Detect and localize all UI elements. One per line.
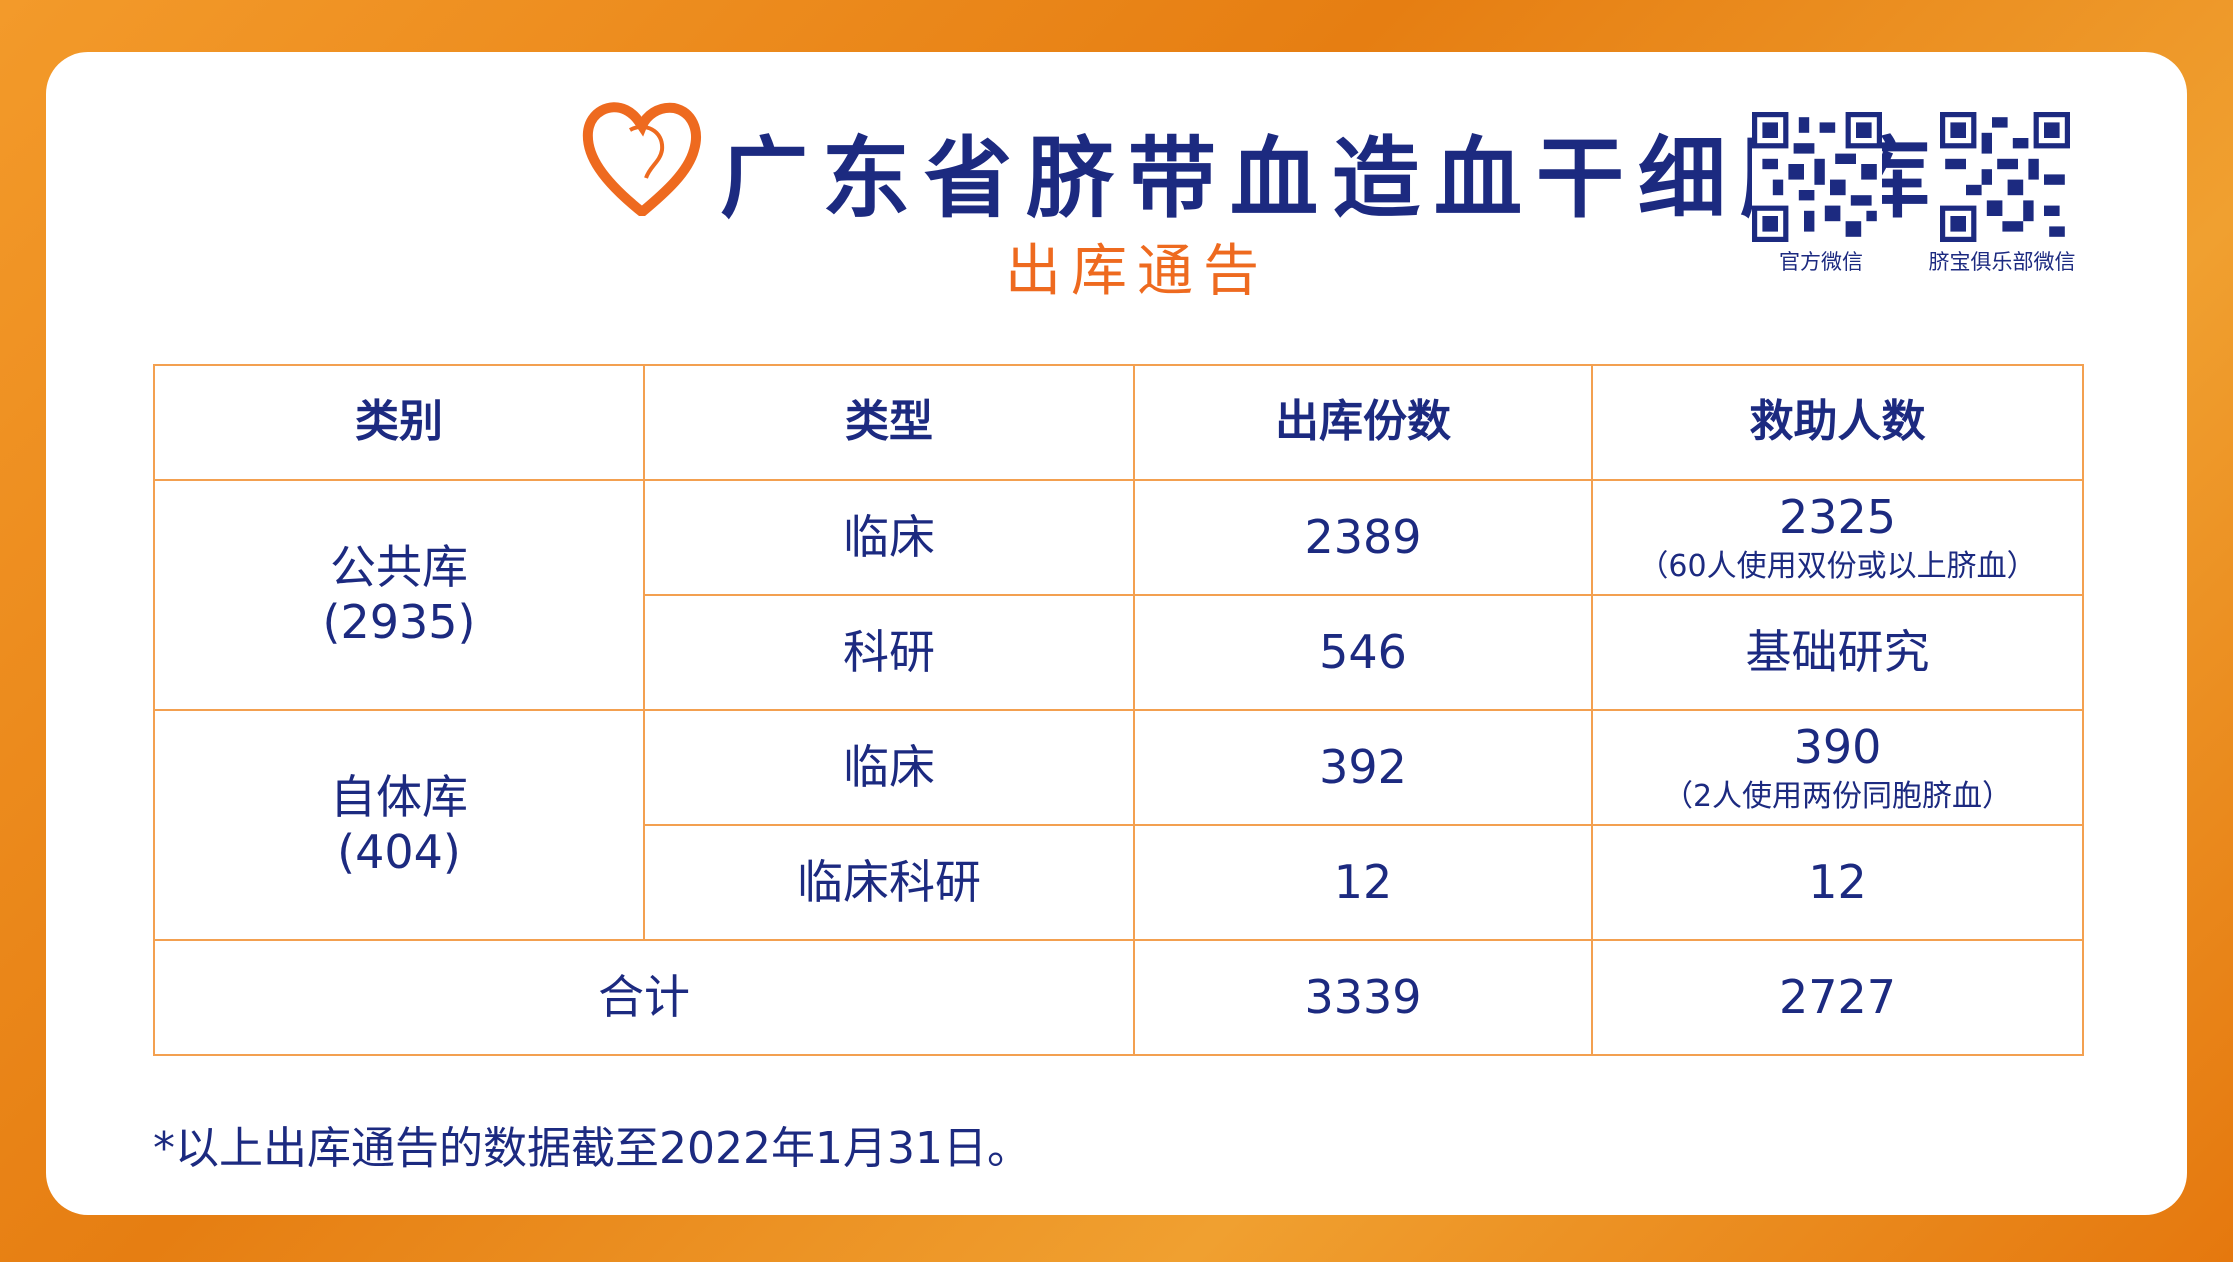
category-name: 自体库 (330, 769, 468, 824)
helped-cell: 2325 （60人使用双份或以上脐血） (1591, 479, 2084, 596)
heart-logo-icon (582, 102, 701, 216)
page-subtitle: 出库通告 (1005, 239, 1269, 304)
qr-code-icon (1752, 112, 1882, 242)
type-cell: 临床 (643, 709, 1135, 826)
category-count: (2935) (322, 595, 476, 649)
header-type: 类型 (643, 364, 1135, 481)
category-count: (404) (337, 825, 461, 879)
type-cell: 临床科研 (643, 824, 1135, 941)
helped-value: 2325 (1778, 489, 1897, 544)
qr-label-club-wechat: 脐宝俱乐部微信 (1928, 250, 2076, 274)
type-cell: 科研 (643, 594, 1135, 711)
total-helped: 2727 (1591, 939, 2084, 1056)
type-cell: 临床 (643, 479, 1135, 596)
footnote: *以上出库通告的数据截至2022年1月31日。 (153, 1123, 1031, 1174)
total-label: 合计 (153, 939, 1135, 1056)
page-title: 广东省脐带血造血干细胞库 (720, 127, 1945, 230)
total-units: 3339 (1133, 939, 1593, 1056)
units-cell: 546 (1133, 594, 1593, 711)
units-cell: 392 (1133, 709, 1593, 826)
helped-note: （60人使用双份或以上脐血） (1638, 549, 2037, 585)
release-table: 类别 类型 出库份数 救助人数 公共库 (2935) 临床 2389 2325 （6… (153, 364, 2084, 1056)
qr-label-official-wechat: 官方微信 (1779, 250, 1863, 274)
table-row: 科研 546 基础研究 (154, 594, 2084, 711)
table-row: 公共库 (2935) 临床 2389 2325 （60人使用双份或以上脐血） (153, 479, 2084, 711)
table-row: 临床科研 12 12 (154, 824, 2084, 941)
header-category: 类别 (153, 364, 645, 481)
category-name: 公共库 (330, 539, 468, 594)
helped-cell: 390 （2人使用两份同胞脐血） (1591, 709, 2084, 826)
helped-value: 390 (1793, 719, 1882, 774)
header-helped: 救助人数 (1591, 364, 2084, 481)
category-cell: 公共库 (2935) (153, 479, 645, 711)
units-cell: 12 (1133, 824, 1593, 941)
total-row: 合计 3339 2727 (153, 939, 2084, 1056)
qr-code-icon (1940, 112, 2070, 242)
table-row: 自体库 (404) 临床 392 390 （2人使用两份同胞脐血） (153, 709, 2084, 941)
units-cell: 2389 (1133, 479, 1593, 596)
helped-note: （2人使用两份同胞脐血） (1662, 779, 2013, 815)
category-cell: 自体库 (404) (153, 709, 645, 941)
helped-cell: 12 (1591, 824, 2084, 941)
header-units: 出库份数 (1133, 364, 1593, 481)
helped-cell: 基础研究 (1591, 594, 2084, 711)
table-header-row: 类别 类型 出库份数 救助人数 (153, 364, 2084, 481)
